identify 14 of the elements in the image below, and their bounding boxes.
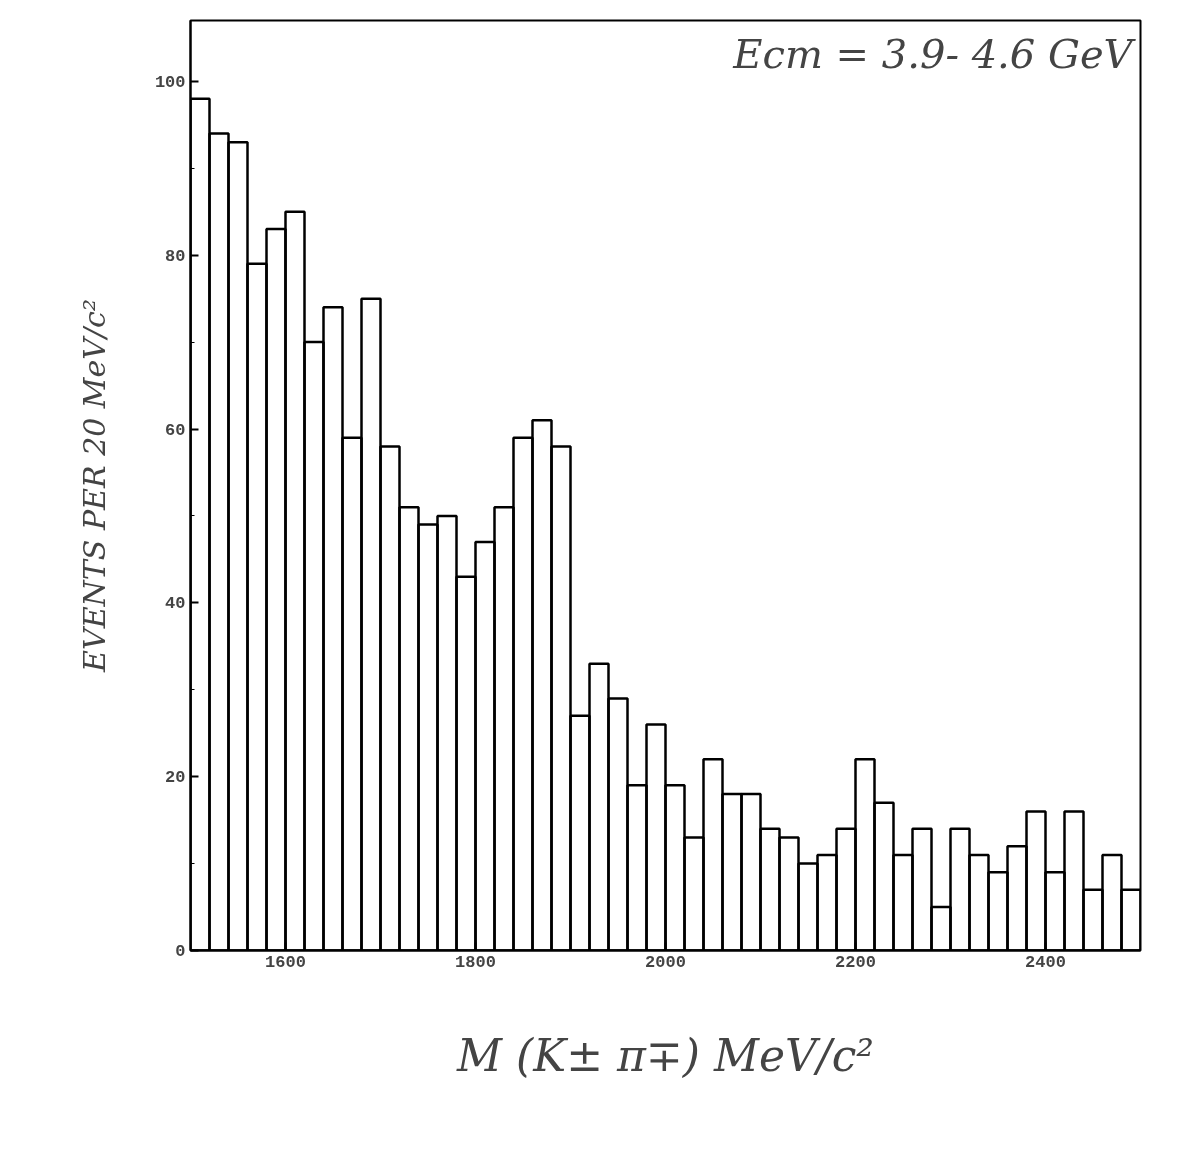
y-tick-label: 100: [154, 72, 186, 92]
annotation: Ecm = 3.9- 4.6 GeV: [732, 30, 1137, 77]
y-tick-label: 20: [165, 768, 186, 788]
x-tick-label: 1800: [455, 952, 496, 972]
x-tick-label: 2000: [645, 952, 686, 972]
y-tick-label: 80: [165, 246, 186, 266]
y-tick-label: 0: [175, 942, 186, 961]
x-tick-label: 2200: [835, 952, 876, 972]
x-tick-label: 1600: [265, 952, 306, 972]
y-axis-title: EVENTS PER 20 MeV/c²: [76, 299, 112, 673]
x-axis-title: M (K± π∓) MeV/c²: [456, 1029, 874, 1081]
y-tick-label: 40: [165, 594, 186, 614]
y-tick-label: 60: [165, 420, 186, 440]
x-tick-label: 2400: [1025, 952, 1066, 972]
